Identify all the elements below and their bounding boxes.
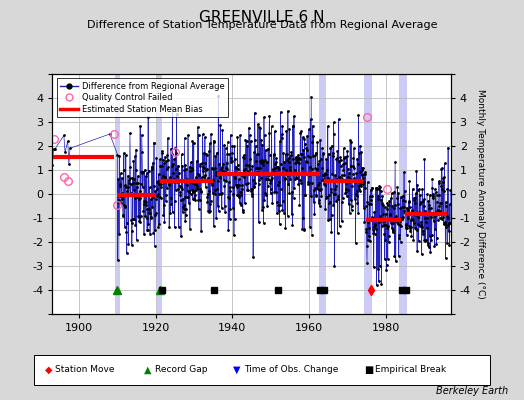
Text: Record Gap: Record Gap [155, 365, 207, 374]
Bar [157, 74, 162, 314]
Text: Berkeley Earth: Berkeley Earth [436, 386, 508, 396]
Text: ■: ■ [364, 365, 374, 375]
Text: GREENVILLE 6 N: GREENVILLE 6 N [199, 10, 325, 25]
Text: ▲: ▲ [144, 365, 151, 375]
Text: Station Move: Station Move [55, 365, 115, 374]
Bar [399, 74, 407, 314]
Text: ◆: ◆ [45, 365, 52, 375]
Bar [319, 74, 326, 314]
Bar [115, 74, 120, 314]
Text: ▼: ▼ [233, 365, 241, 375]
Legend: Difference from Regional Average, Quality Control Failed, Estimated Station Mean: Difference from Regional Average, Qualit… [57, 78, 228, 117]
Text: Difference of Station Temperature Data from Regional Average: Difference of Station Temperature Data f… [87, 20, 437, 30]
Bar [365, 74, 372, 314]
Y-axis label: Monthly Temperature Anomaly Difference (°C): Monthly Temperature Anomaly Difference (… [476, 89, 485, 299]
Text: Empirical Break: Empirical Break [375, 365, 446, 374]
Text: Time of Obs. Change: Time of Obs. Change [244, 365, 338, 374]
